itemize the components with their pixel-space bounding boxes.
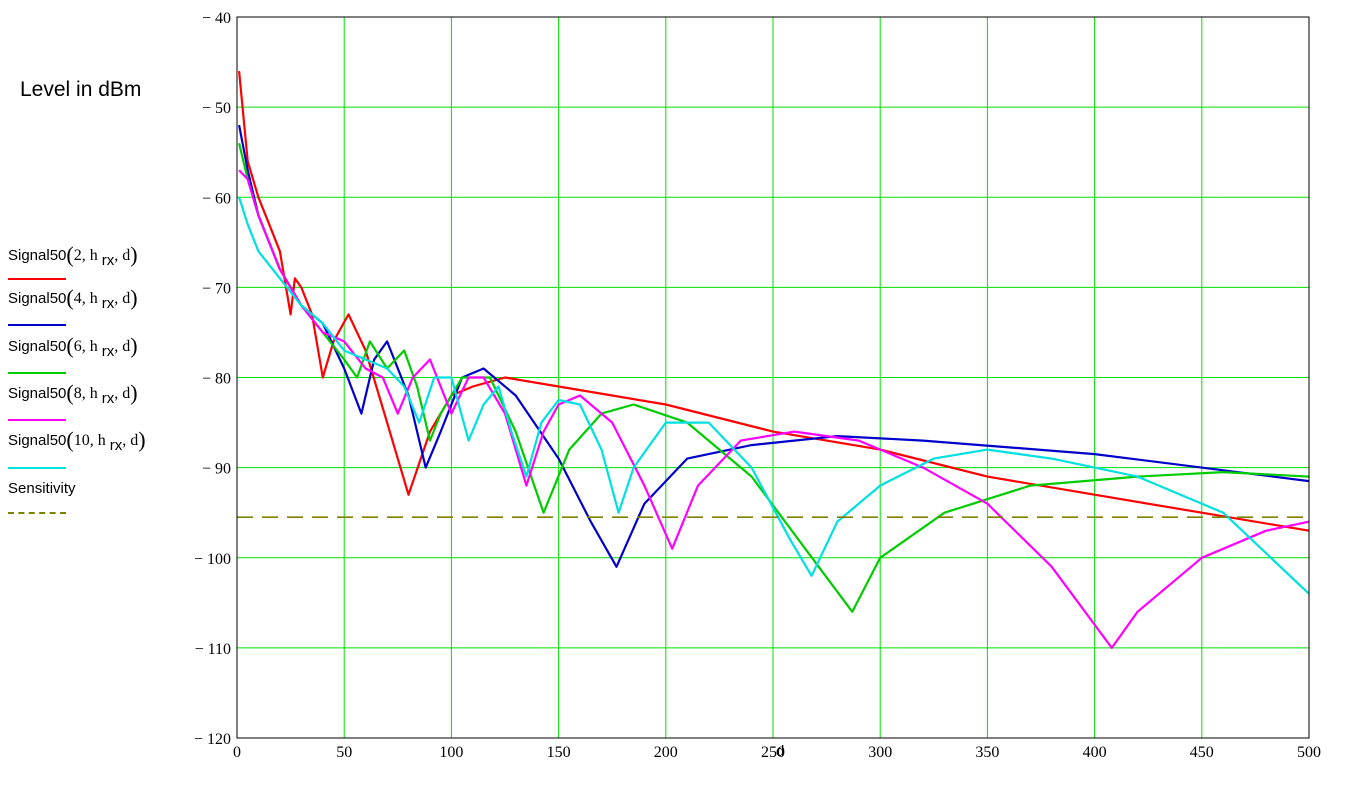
x-tick-label: 300 bbox=[868, 744, 892, 761]
series-line-5 bbox=[238, 196, 1310, 595]
legend-swatch-series-3 bbox=[8, 372, 66, 374]
x-tick-label: 150 bbox=[547, 744, 571, 761]
x-tick-label: 50 bbox=[336, 744, 352, 761]
y-tick-label: − 40 bbox=[202, 10, 231, 27]
legend-swatch-series-4 bbox=[8, 419, 66, 421]
legend-label-series-1: Signal50(2, h rx, d) bbox=[8, 242, 138, 269]
y-tick-label: − 60 bbox=[202, 190, 231, 207]
legend-label-series-3: Signal50(6, h rx, d) bbox=[8, 333, 138, 360]
x-axis-title: d bbox=[776, 743, 785, 760]
x-tick-label: 200 bbox=[654, 744, 678, 761]
plot-frame bbox=[236, 16, 1310, 739]
x-tick-label: 100 bbox=[439, 744, 463, 761]
x-tick-label: 400 bbox=[1083, 744, 1107, 761]
y-tick-label: − 100 bbox=[194, 551, 231, 568]
y-tick-label: − 90 bbox=[202, 461, 231, 478]
y-tick-label: − 50 bbox=[202, 100, 231, 117]
y-axis-title: Level in dBm bbox=[20, 78, 142, 101]
x-tick-label: 500 bbox=[1297, 744, 1321, 761]
legend-swatch-series-2 bbox=[8, 324, 66, 326]
legend-swatch-series-5 bbox=[8, 467, 66, 469]
legend-label-sensitivity: Sensitivity bbox=[8, 480, 76, 497]
series-line-2 bbox=[238, 124, 1310, 568]
y-tick-label: − 80 bbox=[202, 371, 231, 388]
series-line-4 bbox=[238, 169, 1310, 649]
legend-label-series-5: Signal50(10, h rx, d) bbox=[8, 427, 146, 454]
legend-label-series-4: Signal50(8, h rx, d) bbox=[8, 380, 138, 407]
y-tick-label: − 110 bbox=[195, 641, 231, 658]
legend-label-series-2: Signal50(4, h rx, d) bbox=[8, 285, 138, 312]
legend-swatch-series-1 bbox=[8, 278, 66, 280]
x-tick-label: 250 bbox=[761, 744, 785, 761]
x-tick-label: 0 bbox=[233, 744, 241, 761]
y-tick-label: − 120 bbox=[194, 731, 231, 748]
x-tick-label: 350 bbox=[975, 744, 999, 761]
legend: Signal50(2, h rx, d) Signal50(4, h rx, d… bbox=[0, 0, 190, 540]
series-line-1 bbox=[238, 70, 1310, 532]
legend-swatch-sensitivity bbox=[8, 512, 66, 514]
x-tick-label: 450 bbox=[1190, 744, 1214, 761]
y-tick-label: − 70 bbox=[202, 280, 231, 297]
